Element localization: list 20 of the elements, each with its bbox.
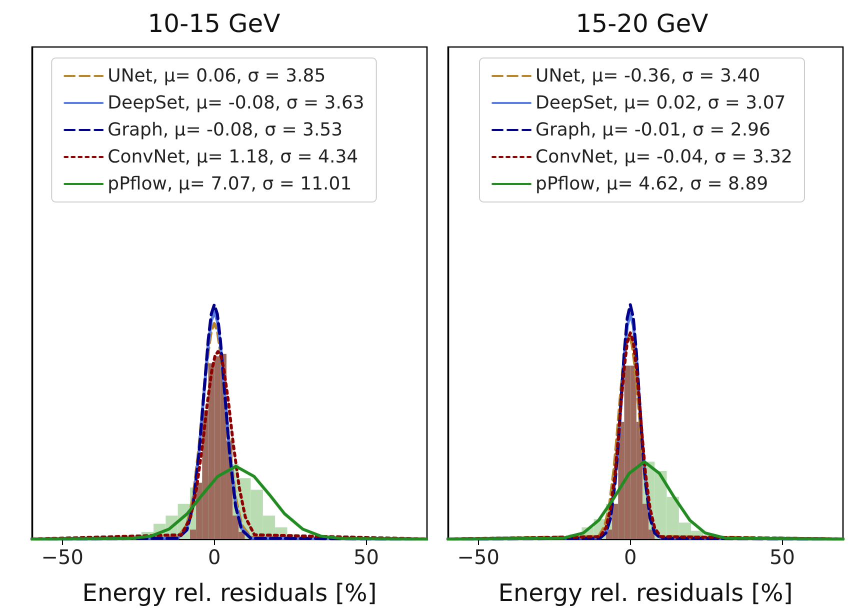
x-tick-label: −50 [41,545,84,569]
chart-title: 10-15 GeV [148,9,280,38]
legend-label: DeepSet, μ= 0.02, σ = 3.07 [536,92,786,114]
legend-label: ConvNet, μ= -0.04, σ = 3.32 [536,146,792,168]
legend-label: UNet, μ= 0.06, σ = 3.85 [108,66,326,86]
legend-label: pPflow, μ= 4.62, σ = 8.89 [536,174,768,194]
legend-label: Graph, μ= -0.01, σ = 2.96 [536,120,770,140]
x-tick-label: 0 [624,545,637,569]
legend-label: pPflow, μ= 7.07, σ = 11.01 [108,174,352,194]
legend-label: UNet, μ= -0.36, σ = 3.40 [536,66,760,86]
x-axis-title: Energy rel. residuals [%] [498,579,793,607]
x-tick-label: −50 [457,545,500,569]
chart-title: 15-20 GeV [576,9,708,38]
legend-label: ConvNet, μ= 1.18, σ = 4.34 [108,146,358,168]
legend-label: Graph, μ= -0.08, σ = 3.53 [108,120,343,140]
x-axis-title: Energy rel. residuals [%] [82,579,377,607]
x-tick-label: 50 [354,545,379,569]
x-tick-label: 50 [770,545,795,569]
legend-label: DeepSet, μ= -0.08, σ = 3.63 [108,92,364,114]
x-tick-label: 0 [208,545,221,569]
